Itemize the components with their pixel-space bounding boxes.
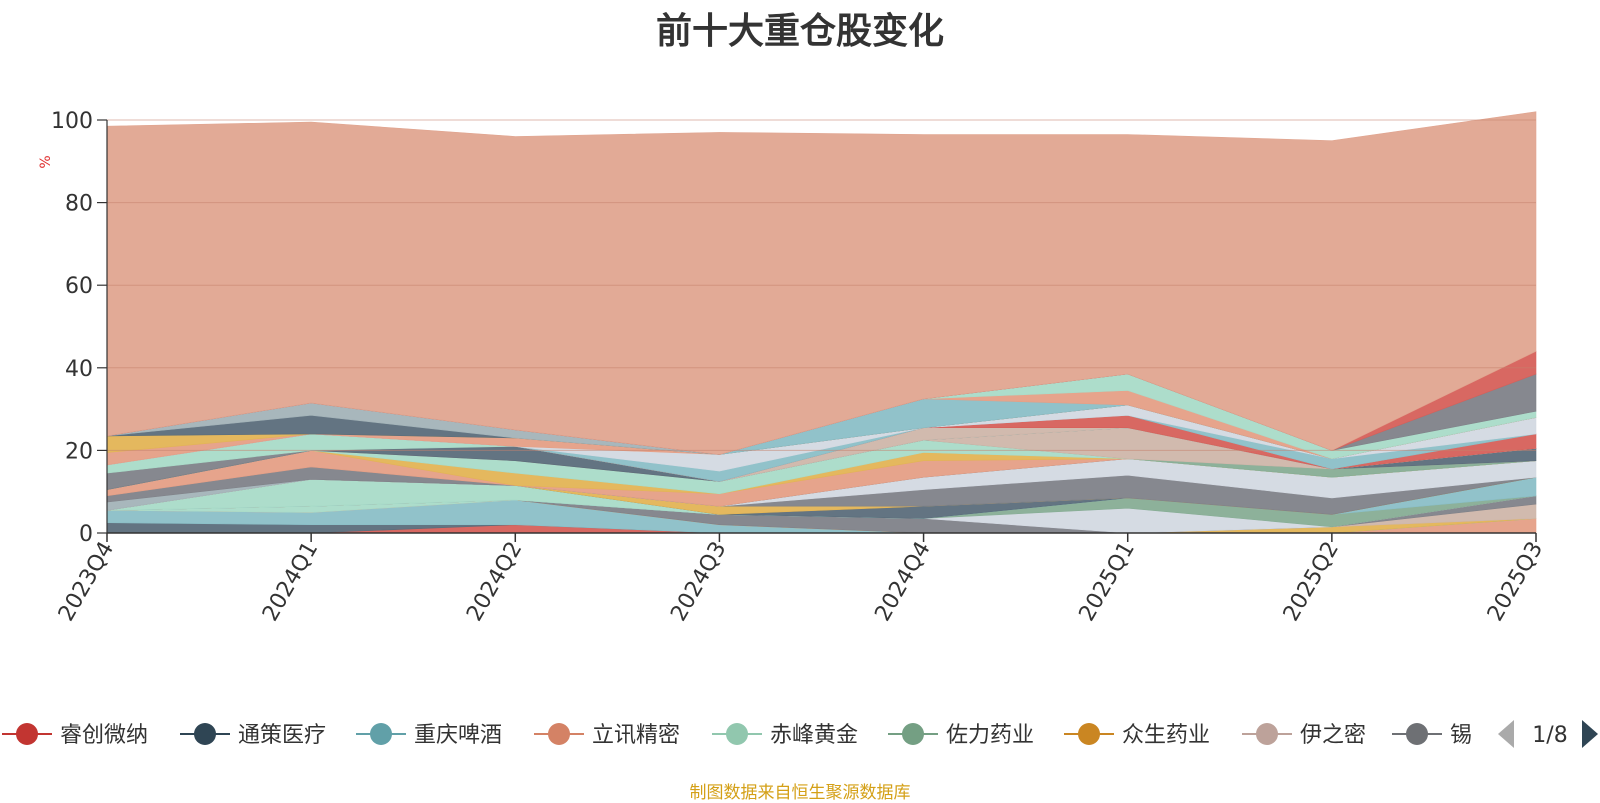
x-tick-label: 2025Q2 xyxy=(1279,538,1344,626)
y-axis-label: % xyxy=(38,155,54,168)
legend-item[interactable]: 锡 xyxy=(1392,723,1472,748)
y-tick-label: 40 xyxy=(65,357,93,382)
x-tick-label: 2025Q3 xyxy=(1483,538,1548,626)
legend-label: 伊之密 xyxy=(1300,723,1366,748)
legend-label: 重庆啤酒 xyxy=(414,723,502,748)
y-tick-label: 0 xyxy=(79,522,93,547)
y-tick-label: 80 xyxy=(65,192,93,217)
legend-label: 锡 xyxy=(1450,723,1472,748)
legend-marker-icon xyxy=(370,723,392,745)
legend-marker-icon xyxy=(1406,723,1428,745)
legend-item[interactable]: 佐力药业 xyxy=(888,723,1034,748)
legend-page-label: 1/8 xyxy=(1532,723,1567,748)
x-tick-label: 2024Q1 xyxy=(258,538,323,626)
legend-marker-icon xyxy=(1256,723,1278,745)
grid-layer xyxy=(107,119,1536,451)
legend-label: 佐力药业 xyxy=(946,723,1034,748)
legend-label: 睿创微纳 xyxy=(60,723,148,748)
y-tick-label: 100 xyxy=(51,109,93,134)
legend-item[interactable]: 通策医疗 xyxy=(180,723,326,748)
legend-label: 通策医疗 xyxy=(238,723,326,748)
triangle-left-icon[interactable] xyxy=(1498,720,1514,748)
legend-item[interactable]: 伊之密 xyxy=(1242,723,1366,748)
legend-marker-icon xyxy=(902,723,924,745)
x-tick-label: 2024Q3 xyxy=(666,538,731,626)
x-tick-label: 2023Q4 xyxy=(54,538,119,626)
area-series-40 xyxy=(106,111,1537,455)
legend: 睿创微纳 通策医疗 重庆啤酒 立讯精密 赤峰黄金 佐力药业 众生药业 伊之密 锡 1/8 xyxy=(2,720,1598,748)
x-tick-label: 2025Q1 xyxy=(1075,538,1140,626)
legend-item[interactable]: 赤峰黄金 xyxy=(712,723,858,748)
legend-marker-icon xyxy=(726,723,748,745)
legend-marker-icon xyxy=(1078,723,1100,745)
legend-label: 立讯精密 xyxy=(592,723,680,748)
legend-item[interactable]: 立讯精密 xyxy=(534,723,680,748)
x-tick-label: 2024Q4 xyxy=(870,538,935,626)
legend-item[interactable]: 睿创微纳 xyxy=(2,723,148,748)
source-note: 制图数据来自恒生聚源数据库 xyxy=(689,783,911,803)
legend-label: 赤峰黄金 xyxy=(770,723,858,748)
y-tick-label: 20 xyxy=(65,439,93,464)
area-layer xyxy=(106,111,1537,534)
x-tick-label: 2024Q2 xyxy=(462,538,527,626)
legend-item[interactable]: 众生药业 xyxy=(1064,723,1210,748)
legend-label: 众生药业 xyxy=(1122,723,1210,748)
triangle-right-icon[interactable] xyxy=(1582,720,1598,748)
legend-marker-icon xyxy=(548,723,570,745)
legend-marker-icon xyxy=(194,723,216,745)
y-tick-label: 60 xyxy=(65,274,93,299)
legend-marker-icon xyxy=(16,723,38,745)
legend-item[interactable]: 重庆啤酒 xyxy=(356,723,502,748)
chart-title: 前十大重仓股变化 xyxy=(655,11,944,52)
